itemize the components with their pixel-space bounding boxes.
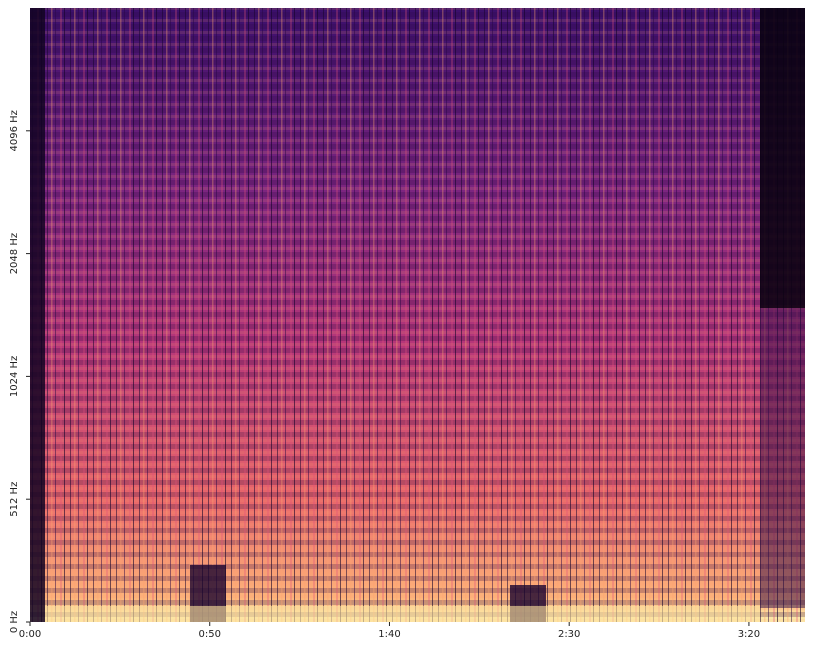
- y-tick-label: 2048 Hz: [9, 233, 20, 274]
- y-tick-label: 1024 Hz: [9, 356, 20, 397]
- silence: [30, 8, 45, 622]
- silence: [760, 308, 805, 608]
- y-tick-label: 0 Hz: [9, 611, 20, 633]
- silence: [760, 8, 805, 308]
- y-tick-label: 512 Hz: [9, 482, 20, 517]
- x-tick-label: 0:50: [198, 629, 220, 640]
- x-tick-label: 2:30: [558, 629, 580, 640]
- spectrogram: [30, 8, 805, 622]
- x-tick-label: 1:40: [378, 629, 400, 640]
- x-tick-label: 0:00: [19, 629, 41, 640]
- spectrogram-frames: [30, 8, 805, 622]
- y-tick-label: 4096 Hz: [9, 110, 20, 151]
- low-band: [45, 606, 760, 622]
- x-tick-label: 3:20: [738, 629, 760, 640]
